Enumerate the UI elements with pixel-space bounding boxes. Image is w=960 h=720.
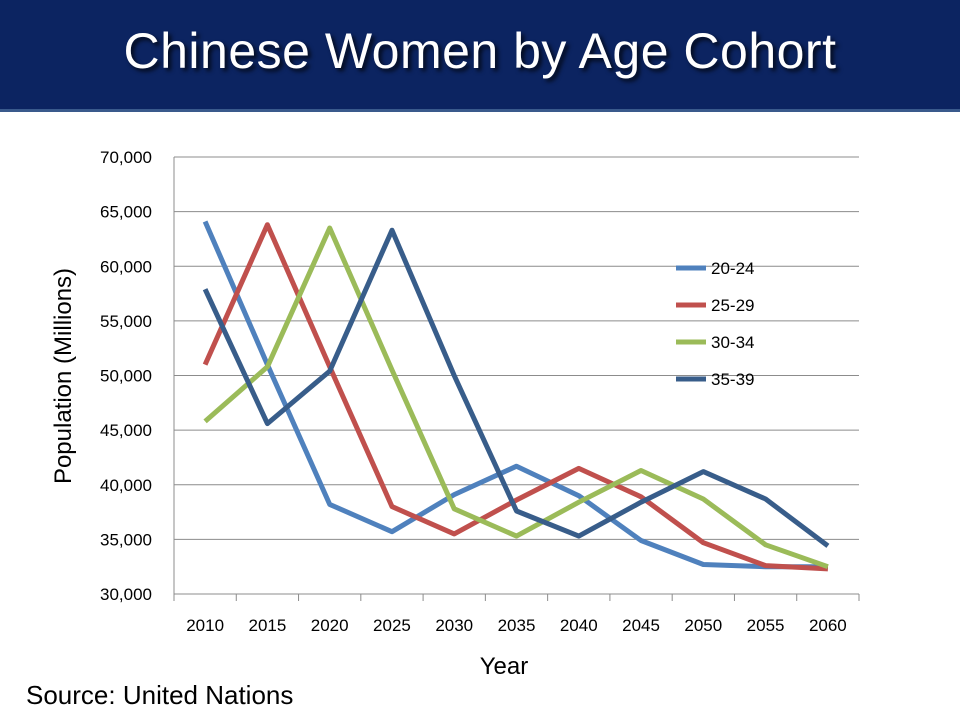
x-tick-label: 2030: [435, 616, 473, 635]
x-tick-label: 2050: [684, 616, 722, 635]
legend-label: 20-24: [711, 259, 754, 278]
y-tick-label: 35,000: [100, 530, 152, 549]
y-tick-label: 55,000: [100, 312, 152, 331]
legend-label: 30-34: [711, 333, 754, 352]
slide-title: Chinese Women by Age Cohort: [123, 22, 837, 79]
y-tick-label: 60,000: [100, 257, 152, 276]
y-tick-label: 40,000: [100, 476, 152, 495]
x-tick-label: 2010: [186, 616, 224, 635]
axes: 30,000 35,000 40,000 45,000 50,000 55,000 60,0…: [100, 148, 860, 635]
legend-label: 25-29: [711, 296, 754, 315]
series-line-25-29: [202, 222, 829, 572]
series-line-30-34: [203, 225, 829, 570]
y-tick-label: 70,000: [100, 148, 152, 167]
title-bar: Chinese Women by Age Cohort: [0, 0, 960, 112]
y-tick-label: 50,000: [100, 367, 152, 386]
series-lines: [202, 220, 830, 572]
y-axis-title: Population (Millions): [50, 268, 77, 484]
legend-label: 35-39: [711, 370, 754, 389]
series-line-20-24: [202, 220, 828, 570]
x-tick-label: 2015: [248, 616, 286, 635]
x-tick-label: 2035: [498, 616, 536, 635]
source-note: Source: United Nations: [26, 680, 294, 710]
x-tick-label: 2060: [809, 616, 847, 635]
x-tick-label: 2020: [311, 616, 349, 635]
legend: 20-24 25-29 30-34 35-39: [676, 259, 754, 389]
x-tick-label: 2025: [373, 616, 411, 635]
series-line-35-39: [202, 227, 830, 548]
x-tick-label: 2045: [622, 616, 660, 635]
x-axis-title: Year: [480, 653, 529, 680]
y-tick-label: 45,000: [100, 421, 152, 440]
x-tick-label: 2040: [560, 616, 598, 635]
x-tick-label: 2055: [747, 616, 785, 635]
line-chart: 30,000 35,000 40,000 45,000 50,000 55,000 60,0…: [50, 148, 860, 680]
y-tick-label: 65,000: [100, 203, 152, 222]
y-tick-label: 30,000: [100, 585, 152, 604]
